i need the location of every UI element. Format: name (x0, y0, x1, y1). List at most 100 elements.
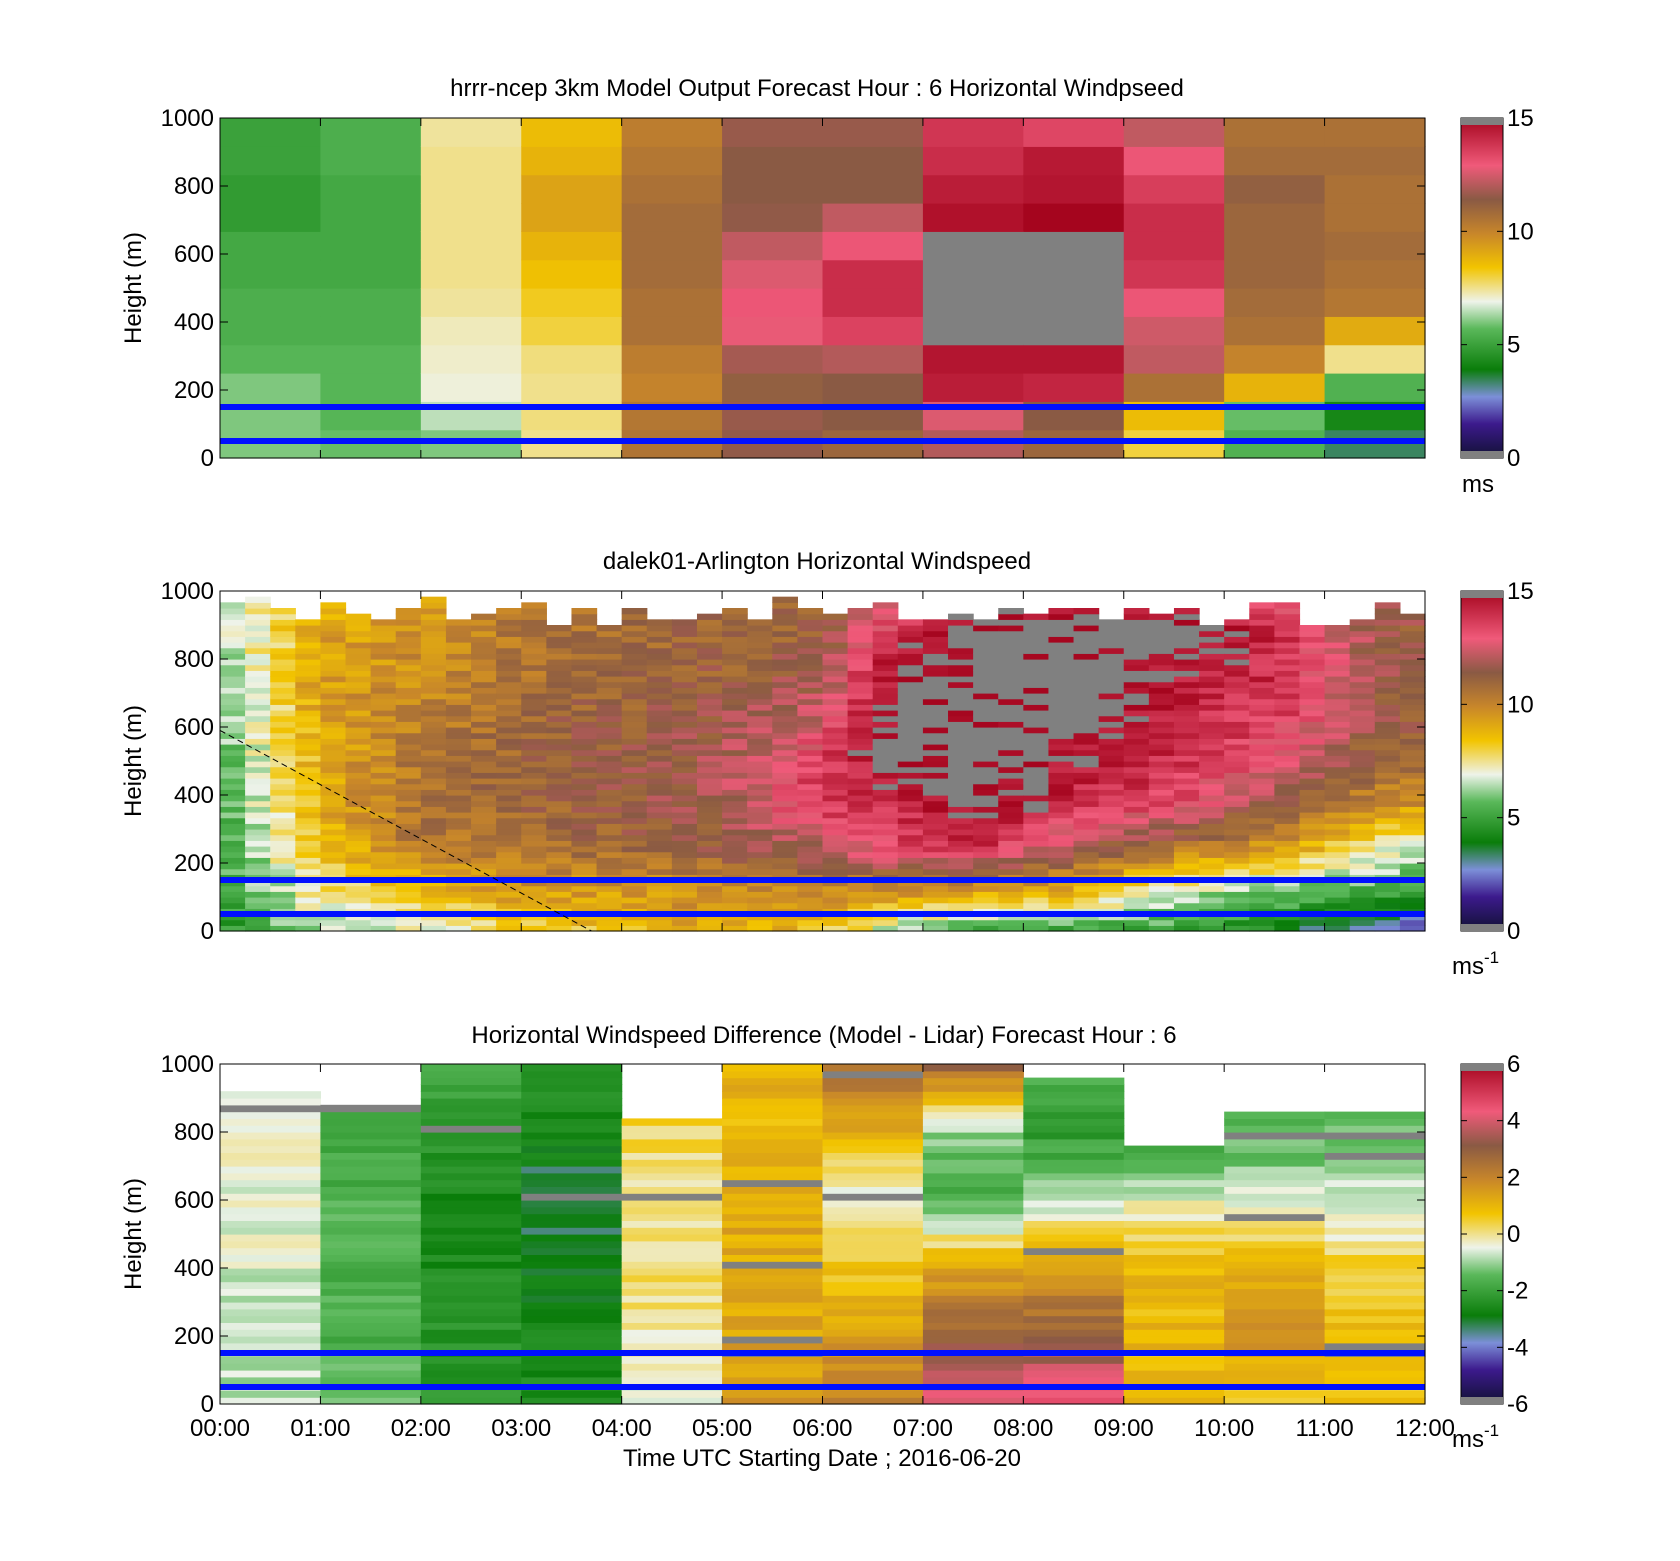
heatmap-cell (1349, 630, 1376, 637)
heatmap-cell (445, 698, 472, 705)
heatmap-cell (270, 676, 296, 683)
heatmap-cell (747, 795, 773, 802)
y-tick-label: 600 (174, 1187, 214, 1214)
heatmap-cell (320, 715, 347, 722)
heatmap-cell (1199, 664, 1225, 671)
heatmap-cell (1324, 698, 1351, 705)
heatmap-cell (646, 840, 673, 847)
heatmap-cell (496, 800, 522, 807)
heatmap-cell (722, 1166, 824, 1174)
heatmap-cell (1123, 259, 1225, 289)
heatmap-cell (671, 885, 698, 892)
heatmap-cell (722, 687, 748, 694)
heatmap-cell (1274, 613, 1301, 620)
heatmap-cell (420, 749, 447, 756)
heatmap-cell (922, 738, 949, 745)
heatmap-cell (922, 727, 949, 734)
heatmap-cell (1224, 914, 1250, 921)
heatmap-cell (1199, 891, 1225, 898)
heatmap-cell (320, 1336, 422, 1344)
heatmap-cell (696, 925, 723, 932)
heatmap-cell (797, 647, 824, 654)
heatmap-cell (1048, 642, 1075, 649)
heatmap-cell (1324, 146, 1426, 176)
heatmap-cell (1299, 693, 1326, 700)
heatmap-cell (445, 625, 472, 632)
heatmap-cell (747, 897, 773, 904)
heatmap-cell (722, 1268, 824, 1276)
heatmap-cell (320, 608, 347, 615)
heatmap-cell (747, 625, 773, 632)
heatmap-cell (1023, 1098, 1125, 1106)
heatmap-cell (1123, 625, 1150, 632)
heatmap-cell (621, 636, 648, 643)
heatmap-cell (320, 1159, 422, 1167)
heatmap-cell (948, 642, 974, 649)
heatmap-cell (320, 1329, 422, 1337)
heatmap-cell (722, 829, 748, 836)
heatmap-cell (420, 891, 447, 898)
heatmap-cell (948, 902, 974, 909)
heatmap-cell (496, 789, 522, 796)
heatmap-cell (320, 613, 347, 620)
colorbar-under-cap (1461, 924, 1503, 931)
heatmap-cell (1023, 1111, 1125, 1119)
heatmap-cell (1324, 647, 1351, 654)
heatmap-cell (521, 1363, 623, 1371)
heatmap-cell (1048, 653, 1075, 660)
heatmap-cell (1324, 766, 1351, 773)
heatmap-cell (897, 902, 924, 909)
heatmap-cell (822, 1125, 924, 1133)
heatmap-cell (797, 721, 824, 728)
heatmap-cell (1224, 863, 1250, 870)
heatmap-cell (1023, 1159, 1125, 1167)
heatmap-cell (1123, 749, 1150, 756)
heatmap-cell (1173, 687, 1200, 694)
heatmap-cell (370, 846, 397, 853)
heatmap-cell (1048, 755, 1075, 762)
heatmap-cell (772, 625, 798, 632)
heatmap-cell (722, 1329, 824, 1337)
heatmap-cell (671, 732, 698, 739)
heatmap-cell (471, 676, 497, 683)
heatmap-cell (1173, 625, 1200, 632)
heatmap-cell (797, 613, 824, 620)
heatmap-cell (1023, 636, 1050, 643)
heatmap-cell (1123, 1213, 1225, 1221)
heatmap-cell (847, 619, 874, 626)
heatmap-cell (948, 789, 974, 796)
heatmap-cell (1274, 761, 1301, 768)
heatmap-cell (395, 823, 422, 830)
heatmap-cell (1048, 800, 1075, 807)
heatmap-cell (897, 727, 924, 734)
heatmap-cell (345, 778, 372, 785)
heatmap-cell (822, 766, 849, 773)
heatmap-cell (1073, 670, 1100, 677)
heatmap-cell (948, 778, 974, 785)
heatmap-cell (420, 817, 447, 824)
heatmap-cell (220, 738, 246, 745)
heatmap-cell (621, 1356, 723, 1364)
heatmap-cell (897, 891, 924, 898)
heatmap-cell (772, 789, 798, 796)
heatmap-cell (747, 744, 773, 751)
heatmap-cell (847, 868, 874, 875)
heatmap-cell (646, 783, 673, 790)
heatmap-cell (1299, 919, 1326, 926)
heatmap-cell (1349, 749, 1376, 756)
heatmap-cell (420, 857, 447, 864)
heatmap-cell (245, 891, 271, 898)
heatmap-cell (345, 772, 372, 779)
heatmap-cell (395, 659, 422, 666)
heatmap-cell (596, 681, 623, 688)
heatmap-cell (646, 670, 673, 677)
heatmap-cell (596, 693, 623, 700)
heatmap-cell (1349, 914, 1376, 921)
heatmap-cell (220, 231, 322, 261)
heatmap-cell (245, 885, 271, 892)
heatmap-cell (420, 1240, 522, 1249)
x-tick-label: 08:00 (993, 1415, 1053, 1442)
heatmap-cell (471, 766, 497, 773)
heatmap-cell (1098, 800, 1125, 807)
heatmap-cell (420, 1322, 522, 1330)
